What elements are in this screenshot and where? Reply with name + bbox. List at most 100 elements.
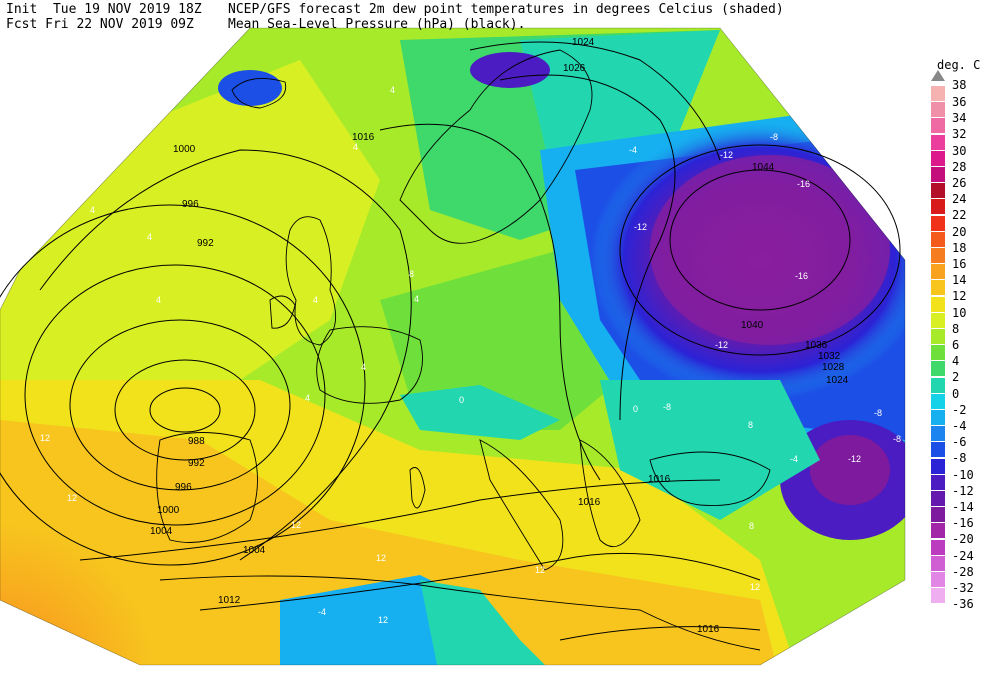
legend-swatch [931,572,945,587]
legend-label: 26 [952,176,967,190]
legend-label: -10 [952,467,974,482]
legend-label: 24 [952,192,967,207]
dewpoint-label: 8 [409,269,414,279]
dewpoint-label: 0 [459,395,464,405]
legend-swatch [931,588,945,604]
dewpoint-label: 12 [376,553,386,563]
legend-swatch [931,296,945,312]
isobar-labels: 1024 1026 1016 1000 996 992 988 992 996 … [150,37,849,635]
legend-label: -12 [952,483,974,498]
legend-label: -20 [952,532,974,547]
legend-label: 0 [952,386,960,401]
isobar-label: 1016 [697,624,720,635]
legend-swatch [931,426,945,442]
legend-label: -36 [952,597,974,612]
dewpoint-labels: 4 4 4 4 4 4 4 4 8 4 12 12 12 12 12 12 12… [40,85,901,625]
legend-label: 12 [952,289,967,304]
dewpoint-label: 8 [749,521,754,531]
legend-swatch [931,410,945,425]
dewpoint-label: 4 [390,85,395,95]
product-title: NCEP/GFS forecast 2m dew point temperatu… [228,2,784,17]
isobar-label: 1044 [752,162,775,173]
dewpoint-label: 0 [633,404,638,414]
legend-label: -14 [952,500,974,514]
legend-swatch [931,491,945,506]
dewpoint-label: 4 [353,142,358,152]
field-blacksea [600,380,820,520]
dewpoint-label: -8 [663,402,671,412]
field-africa-dry2 [420,580,560,665]
legend-swatch [931,102,945,118]
field-east-cold-inner [650,155,890,345]
forecast-time: Fcst Fri 22 NOV 2019 09Z [6,17,194,32]
legend-swatch [931,361,945,377]
init-time: Init Tue 19 NOV 2019 18Z [6,2,202,17]
legend-label: -4 [952,419,967,433]
legend-label: 8 [952,321,960,336]
dewpoint-label: -12 [715,340,728,350]
dewpoint-label: -16 [795,271,808,281]
dewpoint-label: -12 [720,150,733,160]
legend-label: 28 [952,159,967,174]
legend-label: 16 [952,257,967,271]
dewpoint-label: -4 [790,454,798,464]
dewpoint-label: -16 [797,179,810,189]
legend-swatch [931,134,945,150]
legend-swatch [931,231,945,247]
legend-swatch [931,523,945,539]
legend-label: -6 [952,435,967,450]
dewpoint-label: 12 [291,520,301,530]
legend-swatch [931,86,945,101]
isobar-label: 1004 [150,526,173,537]
isobar-label: 996 [175,482,192,493]
legend-swatch [931,474,945,490]
dewpoint-label: 12 [67,493,77,503]
legend-label: -32 [952,581,974,595]
field-alps-cyan [400,385,560,440]
legend-swatch [931,329,945,344]
legend-label: 4 [952,354,960,369]
legend-unit: deg. C [937,58,981,72]
isobar-label: 1016 [578,497,601,508]
legend-label: -16 [952,516,974,531]
legend-label: 2 [952,370,960,385]
dewpoint-label: 4 [305,393,310,403]
product-subtitle: Mean Sea-Level Pressure (hPa) (black). [228,17,526,32]
isobar-label: 1016 [352,132,375,143]
isobar-label: 1028 [822,362,845,373]
legend-label: 22 [952,208,967,223]
isobar-label: 1016 [648,474,671,485]
dewpoint-label: 12 [378,615,388,625]
field-iceland [218,70,282,106]
legend-swatch [931,264,945,280]
dewpoint-label: 4 [90,205,95,215]
legend-label: 6 [952,338,960,352]
dewpoint-label: 4 [414,294,419,304]
legend-swatch [931,312,945,328]
isobar-label: 1024 [572,37,595,48]
legend-swatch [931,507,945,523]
dewpoint-label: -8 [893,434,901,444]
dewpoint-label: 4 [156,295,161,305]
isobar-label: 1026 [563,63,586,74]
dewpoint-label: 12 [750,582,760,592]
legend-swatch [931,280,945,296]
field-norway-cold [470,52,550,88]
legend-swatch [931,458,945,474]
dewpoint-label: 4 [313,295,318,305]
legend-top-value: 38 [952,78,967,92]
legend-swatch [931,199,945,215]
dewpoint-label: -8 [874,408,882,418]
legend-swatch [931,539,945,555]
legend-top-arrow [931,70,945,81]
isobar-label: 1000 [157,505,180,516]
legend-label: 10 [952,305,967,320]
dewpoint-label: 4 [361,362,366,372]
dewpoint-label: -12 [634,222,647,232]
legend-label: 14 [952,273,967,288]
legend-label: 34 [952,111,967,126]
dewpoint-label: 12 [535,565,545,575]
isobar-label: 1000 [173,144,196,155]
legend-swatch [931,442,945,458]
